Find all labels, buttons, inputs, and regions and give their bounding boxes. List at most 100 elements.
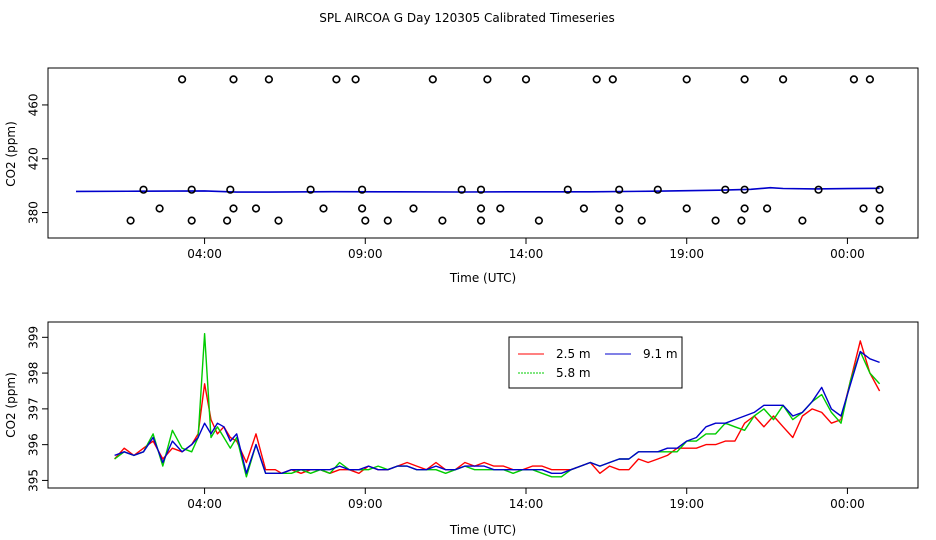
top-y-tick-label: 420 — [27, 147, 41, 170]
scatter-point — [264, 75, 274, 84]
scatter-point — [814, 185, 823, 194]
scatter-point — [126, 216, 135, 225]
scatter-point — [351, 75, 360, 84]
legend: 2.5 m 5.8 m 9.1 m — [508, 336, 683, 389]
scatter-point — [798, 216, 807, 225]
top-y-axis-title: CO2 (ppm) — [4, 121, 18, 187]
scatter-point — [358, 185, 367, 194]
scatter-point — [615, 204, 624, 213]
scatter-point — [682, 75, 691, 84]
top-y-axis: 380 420 460 — [26, 93, 49, 224]
top-x-axis-title: Time (UTC) — [449, 271, 516, 285]
scatter-point — [740, 185, 749, 194]
scatter-point — [865, 75, 875, 84]
scatter-point — [653, 185, 662, 194]
scatter-point — [226, 185, 235, 194]
scatter-point — [383, 216, 392, 225]
scatter-point — [476, 204, 486, 213]
bottom-plot-area — [114, 333, 881, 478]
scatter-point — [849, 75, 859, 84]
scatter-point — [615, 185, 624, 194]
top-plot-area — [75, 75, 884, 225]
bottom-x-tick-label: 00:00 — [830, 497, 865, 511]
bottom-y-tick-label: 396 — [27, 433, 41, 456]
bottom-x-tick-label: 04:00 — [187, 497, 222, 511]
scatter-point — [223, 216, 232, 225]
scatter-point — [682, 204, 691, 213]
scatter-point — [139, 185, 148, 194]
legend-label-5-8m: 5.8 m — [556, 366, 591, 380]
bottom-x-axis-title: Time (UTC) — [449, 523, 516, 537]
scatter-point — [608, 75, 617, 84]
scatter-point — [592, 75, 601, 84]
scatter-point — [187, 216, 196, 225]
scatter-point — [875, 185, 884, 194]
top-x-tick-label: 00:00 — [830, 247, 865, 261]
scatter-point — [875, 204, 884, 213]
scatter-point — [711, 216, 720, 225]
bottom-y-tick-label: 399 — [27, 326, 41, 349]
bottom-x-tick-label: 09:00 — [348, 497, 383, 511]
top-series-line-co2-line — [75, 186, 880, 193]
bottom-x-tick-label: 19:00 — [669, 497, 704, 511]
scatter-point — [229, 204, 238, 213]
scatter-point — [409, 204, 418, 213]
top-x-tick-label: 04:00 — [187, 247, 222, 261]
scatter-point — [737, 216, 746, 225]
scatter-point — [361, 216, 370, 225]
top-x-tick-label: 09:00 — [348, 247, 383, 261]
top-x-tick-label: 19:00 — [669, 247, 704, 261]
bottom-y-tick-label: 397 — [27, 397, 41, 420]
top-y-tick-label: 380 — [27, 201, 41, 224]
scatter-point — [521, 75, 531, 84]
bottom-y-axis-title: CO2 (ppm) — [4, 372, 18, 438]
scatter-point — [229, 75, 238, 84]
scatter-point — [762, 204, 772, 213]
scatter-point — [740, 204, 749, 213]
scatter-point — [251, 204, 261, 213]
scatter-point — [534, 216, 544, 225]
chart-title: SPL AIRCOA G Day 120305 Calibrated Times… — [319, 11, 614, 25]
scatter-point — [563, 185, 572, 194]
bottom-x-axis: 04:00 09:00 14:00 19:00 00:00 — [187, 487, 865, 511]
scatter-point — [274, 216, 283, 225]
scatter-point — [428, 75, 437, 84]
legend-label-2-5m: 2.5 m — [556, 347, 591, 361]
scatter-point — [476, 216, 486, 225]
top-panel: 04:00 09:00 14:00 19:00 00:00 380 420 460 Time… — [4, 67, 919, 285]
scatter-point — [579, 204, 589, 213]
scatter-point — [875, 216, 884, 225]
scatter-point — [721, 185, 730, 194]
scatter-point — [178, 75, 187, 84]
bottom-panel: 04:00 09:00 14:00 19:00 00:00 39539639739839… — [4, 321, 919, 537]
bottom-y-tick-label: 398 — [27, 362, 41, 385]
bottom-x-tick-label: 14:00 — [509, 497, 544, 511]
scatter-point — [637, 216, 646, 225]
top-x-axis: 04:00 09:00 14:00 19:00 00:00 — [187, 237, 865, 261]
bottom-series-line-2-5-m — [114, 340, 881, 474]
top-x-tick-label: 14:00 — [509, 247, 544, 261]
scatter-point — [476, 185, 486, 194]
bottom-series-line-5-8-m — [114, 333, 881, 478]
scatter-point — [778, 75, 788, 84]
top-y-tick-label: 460 — [26, 93, 40, 116]
scatter-point — [438, 216, 447, 225]
legend-box — [508, 336, 683, 389]
scatter-point — [615, 216, 624, 225]
scatter-point — [306, 185, 315, 194]
scatter-point — [358, 204, 367, 213]
scatter-point — [457, 185, 466, 194]
scatter-point — [332, 75, 341, 84]
scatter-point — [859, 204, 868, 213]
top-plot-frame — [47, 67, 919, 239]
legend-label-9-1m: 9.1 m — [643, 347, 678, 361]
scatter-point — [155, 204, 164, 213]
scatter-point — [483, 75, 492, 84]
scatter-point — [496, 204, 505, 213]
bottom-y-axis: 395 396 397 398 399 — [27, 326, 49, 492]
scatter-point — [740, 75, 749, 84]
scatter-point — [319, 204, 328, 213]
scatter-point — [187, 185, 196, 194]
bottom-series-line-9-1-m — [114, 350, 880, 474]
